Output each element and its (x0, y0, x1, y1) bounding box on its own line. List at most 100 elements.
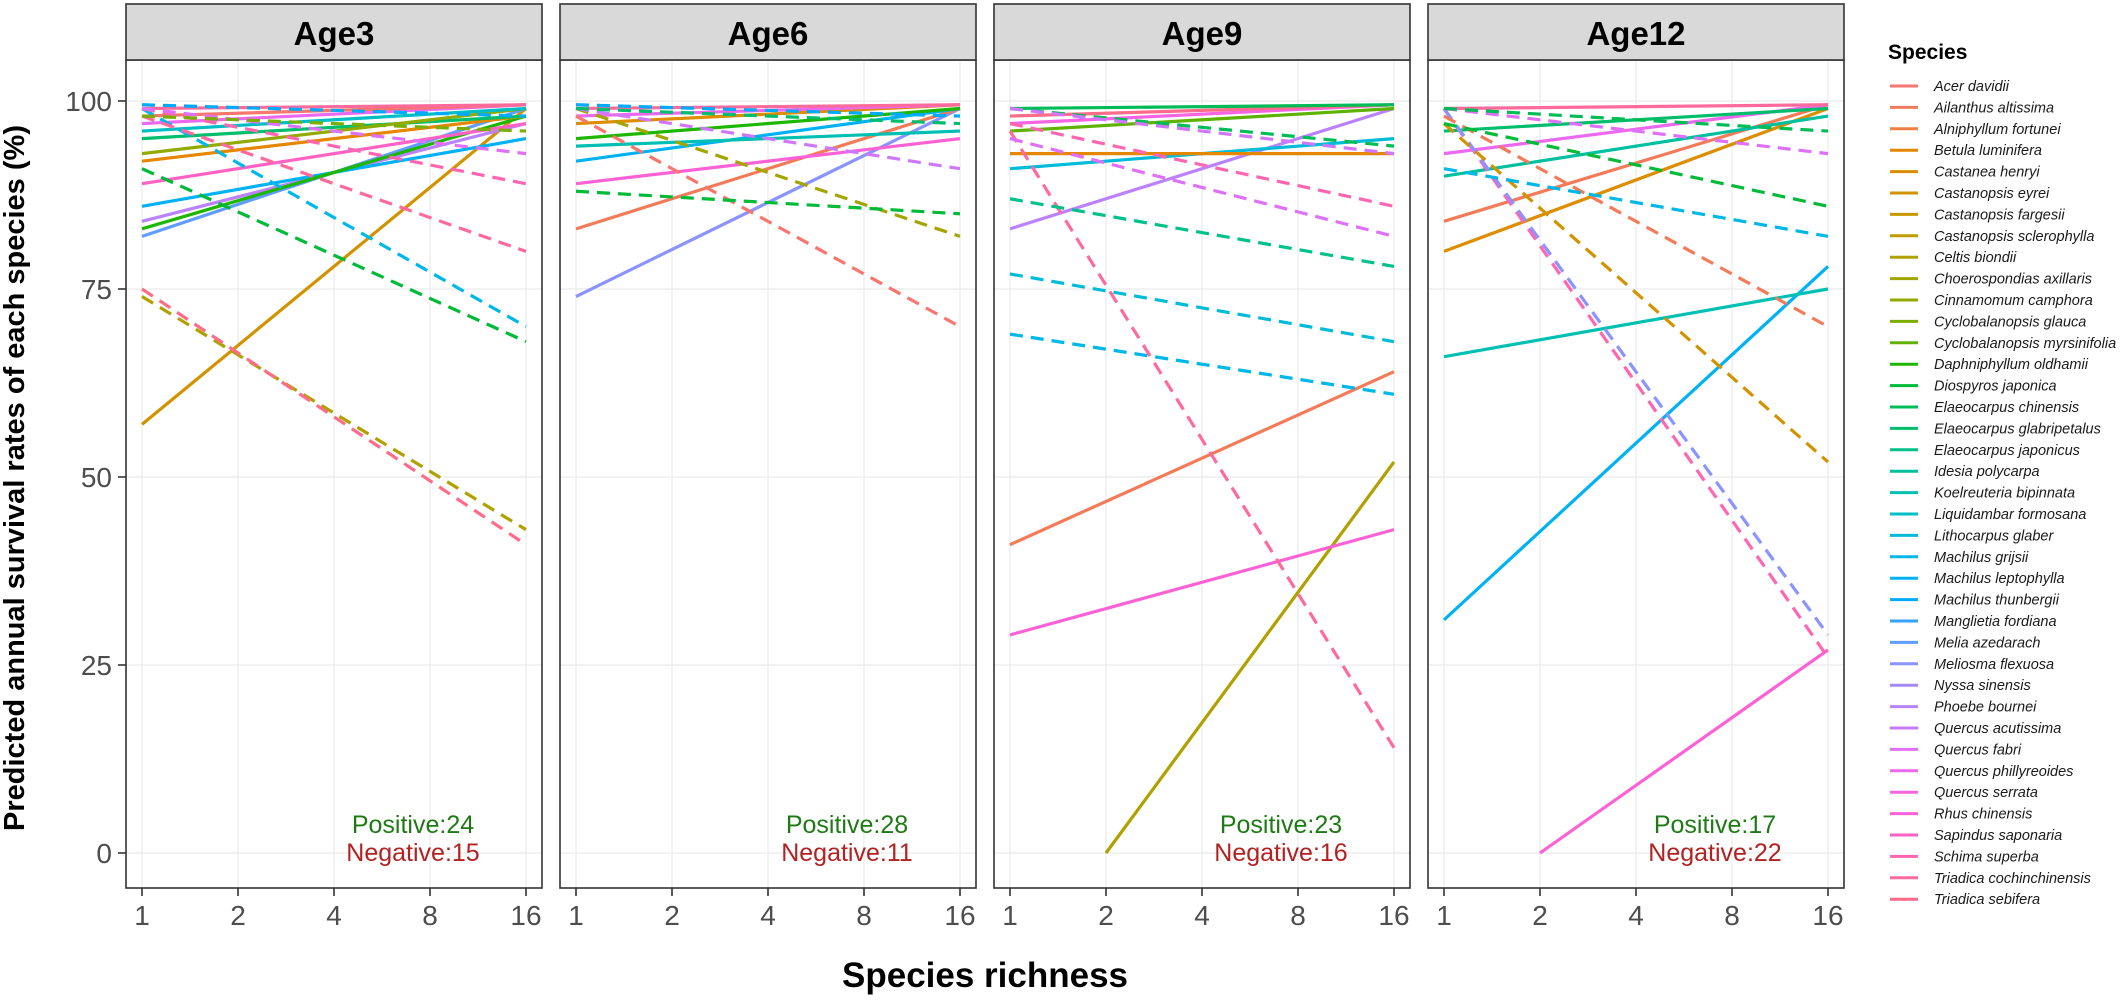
legend-title: Species (1888, 41, 1967, 64)
y-tick-label: 100 (65, 86, 112, 117)
legend-item: Triadica cochinchinensis (1890, 871, 2091, 887)
legend-label: Elaeocarpus japonicus (1934, 443, 2080, 459)
legend-label: Celtis biondii (1934, 250, 2017, 266)
legend-item: Ailanthus altissima (1890, 100, 2054, 116)
series-line-elaeocarpus-chinensis (1009, 103, 1395, 111)
x-tick-label: 2 (1098, 900, 1114, 931)
series-line-choerospondias-axillaris (575, 107, 961, 238)
x-tick-label: 4 (760, 900, 776, 931)
series-line-rhus-chinensis (1539, 648, 1829, 855)
legend-item: Castanopsis fargesii (1890, 207, 2065, 223)
series-line-castanea-henryi (1443, 107, 1829, 253)
legend-label: Meliosma flexuosa (1934, 657, 2054, 673)
series-line-triadica-sebifera (141, 287, 527, 547)
legend-label: Quercus serrata (1934, 785, 2038, 801)
legend-item: Cinnamomum camphora (1890, 293, 2093, 309)
series-line-liquidambar-formosana (141, 106, 527, 133)
legend-label: Triadica cochinchinensis (1934, 871, 2091, 887)
series-line-triadica-cochinchinensis (1008, 130, 1396, 749)
x-tick-label: 4 (1194, 900, 1210, 931)
legend-label: Castanopsis fargesii (1934, 207, 2065, 223)
legend-item: Sapindus saponaria (1890, 828, 2062, 844)
legend-label: Manglietia fordiana (1934, 614, 2057, 630)
facet-strip (559, 3, 977, 61)
series-line-machilus-leptophylla (1442, 265, 1830, 622)
x-tick-label: 1 (568, 900, 584, 931)
legend-item: Liquidambar formosana (1890, 507, 2086, 523)
series-line-quercus-fabri (1009, 137, 1395, 238)
x-tick-label: 8 (422, 900, 438, 931)
legend-label: Schima superba (1934, 849, 2039, 865)
legend-label: Nyssa sinensis (1934, 678, 2031, 694)
series-line-cyclobalanopsis-glauca (141, 114, 527, 133)
x-tick-label: 1 (134, 900, 150, 931)
legend-label: Sapindus saponaria (1934, 828, 2062, 844)
legend-item: Machilus grijsii (1890, 550, 2029, 566)
legend-label: Machilus thunbergii (1934, 593, 2060, 609)
series-line-machilus-grijsii (141, 107, 527, 328)
legend-item: Alniphyllum fortunei (1890, 122, 2061, 138)
legend-item: Rhus chinensis (1890, 807, 2032, 823)
x-tick-label: 8 (1724, 900, 1740, 931)
legend-item: Choerospondias axillaris (1890, 272, 2092, 288)
legend-item: Melia azedarach (1890, 635, 2040, 651)
series-line-koelreuteria-bipinnata (1443, 287, 1829, 359)
legend-item: Diospyros japonica (1890, 379, 2057, 395)
facet-strip (1427, 3, 1845, 61)
series-line-triadica-cochinchinensis (141, 114, 527, 253)
legend-label: Cinnamomum camphora (1934, 293, 2093, 309)
legend-label: Elaeocarpus glabripetalus (1934, 421, 2101, 437)
series-line-machilus-grijsii (1443, 167, 1829, 238)
legend-item: Castanopsis sclerophylla (1890, 229, 2094, 245)
legend-label: Cyclobalanopsis glauca (1934, 314, 2086, 330)
legend-label: Choerospondias axillaris (1934, 272, 2092, 288)
legend-item: Phoebe bournei (1890, 700, 2037, 716)
legend-item: Meliosma flexuosa (1890, 657, 2054, 673)
legend-label: Liquidambar formosana (1934, 507, 2086, 523)
series-line-machilus-thunbergii (141, 103, 527, 118)
legend-label: Diospyros japonica (1934, 379, 2057, 395)
legend-label: Daphniphyllum oldhamii (1934, 357, 2089, 373)
legend-item: Koelreuteria bipinnata (1890, 486, 2075, 502)
x-tick-label: 16 (510, 900, 541, 931)
facet-title: Age9 (1162, 15, 1243, 52)
legend-label: Acer davidii (1933, 79, 2010, 95)
series-line-acer-davidii (575, 114, 961, 329)
legend-label: Alniphyllum fortunei (1933, 122, 2061, 138)
legend-label: Idesia polycarpa (1934, 464, 2040, 480)
legend-item: Quercus phillyreoides (1890, 764, 2073, 780)
legend: Acer davidii Ailanthus altissima Alniphyll… (1890, 79, 2116, 908)
legend-label: Machilus grijsii (1934, 550, 2029, 566)
legend-label: Castanopsis eyrei (1934, 186, 2050, 202)
legend-item: Lithocarpus glaber (1890, 528, 2054, 544)
negative-count-label: Negative:11 (781, 839, 913, 867)
legend-label: Ailanthus altissima (1933, 100, 2054, 116)
series-line-meliosma-flexuosa (1442, 107, 1830, 636)
y-tick-label: 25 (81, 650, 112, 681)
series-line-cyclobalanopsis-myrsinifolia (1009, 106, 1395, 133)
legend-item: Castanopsis eyrei (1890, 186, 2050, 202)
series-line-ailanthus-altissima (1009, 370, 1395, 547)
legend-item: Manglietia fordiana (1890, 614, 2057, 630)
positive-count-label: Positive:17 (1654, 811, 1776, 839)
x-tick-label: 2 (1532, 900, 1548, 931)
series-line-schima-superba (1442, 107, 1830, 659)
legend-label: Cyclobalanopsis myrsinifolia (1934, 336, 2116, 352)
series-line-rhus-chinensis (575, 137, 961, 186)
legend-item: Castanea henryi (1890, 165, 2040, 181)
legend-label: Koelreuteria bipinnata (1934, 486, 2075, 502)
legend-item: Daphniphyllum oldhamii (1890, 357, 2089, 373)
x-tick-label: 16 (1378, 900, 1409, 931)
legend-label: Betula luminifera (1934, 143, 2042, 159)
series-line-betula-luminifera (141, 114, 527, 163)
x-tick-label: 16 (944, 900, 975, 931)
series-line-sapindus-saponaria (141, 121, 527, 186)
legend-item: Nyssa sinensis (1890, 678, 2031, 694)
series-line-diospyros-japonica (141, 167, 527, 344)
legend-item: Celtis biondii (1890, 250, 2017, 266)
